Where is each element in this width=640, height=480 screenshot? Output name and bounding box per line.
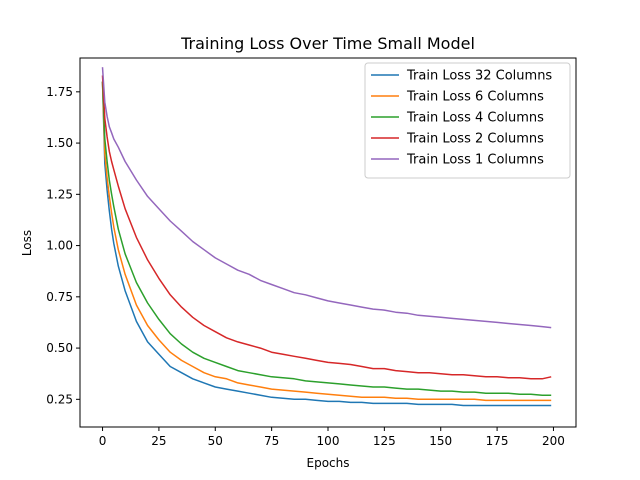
y-tick-label: 0.25 <box>46 392 73 406</box>
series-line-train-loss-2-columns <box>101 75 552 380</box>
series-line-train-loss-1-columns <box>101 67 552 329</box>
y-tick-label: 0.50 <box>46 341 73 355</box>
legend-label: Train Loss 6 Columns <box>406 90 544 105</box>
y-tick-label: 1.25 <box>46 187 73 201</box>
series-line-train-loss-32-columns <box>101 81 552 407</box>
legend-label: Train Loss 32 Columns <box>406 69 552 84</box>
legend: Train Loss 32 Columns Train Loss 6 Column… <box>364 62 571 179</box>
x-tick-label: 50 <box>208 434 223 448</box>
x-axis-label: Epochs <box>307 456 350 470</box>
x-tick-label: 75 <box>264 434 279 448</box>
legend-label: Train Loss 2 Columns <box>406 132 544 147</box>
x-tick-label: 150 <box>429 434 452 448</box>
legend-label: Train Loss 1 Columns <box>406 153 544 168</box>
x-tick-label: 100 <box>317 434 340 448</box>
series-line-train-loss-4-columns <box>101 81 552 396</box>
legend-box <box>364 62 571 179</box>
y-axis-label: Loss <box>20 230 34 256</box>
series-lines <box>101 67 552 407</box>
x-axis-ticks: 0 25 50 75 100 125 150 175 200 <box>99 427 565 448</box>
plot-frame <box>79 57 577 428</box>
y-tick-label: 1.50 <box>46 136 73 150</box>
series-line-train-loss-6-columns <box>101 81 552 402</box>
x-tick-label: 175 <box>486 434 509 448</box>
x-tick-label: 200 <box>542 434 565 448</box>
y-tick-label: 1.00 <box>46 239 73 253</box>
y-tick-label: 0.75 <box>46 290 73 304</box>
y-tick-label: 1.75 <box>46 85 73 99</box>
x-tick-label: 0 <box>99 434 107 448</box>
legend-label: Train Loss 4 Columns <box>406 111 544 126</box>
y-axis-ticks: 0.25 0.50 0.75 1.00 1.25 1.50 1.75 <box>46 85 80 406</box>
x-tick-label: 25 <box>151 434 166 448</box>
x-tick-label: 125 <box>373 434 396 448</box>
chart-title: Training Loss Over Time Small Model <box>180 34 475 53</box>
